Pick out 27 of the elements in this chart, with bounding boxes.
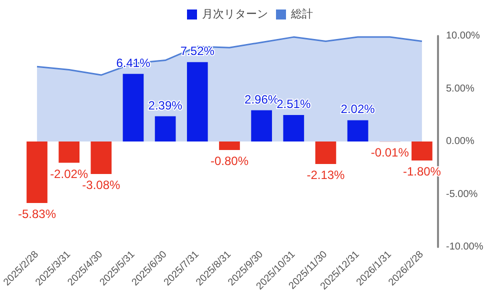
bar <box>154 116 176 142</box>
legend-label: 月次リターン <box>202 8 268 20</box>
y-tick-label: 5.00% <box>446 83 474 94</box>
data-label: -5.83% <box>18 207 56 222</box>
data-label: -0.01% <box>370 146 410 160</box>
data-label: 2.39% <box>148 98 183 112</box>
y-tick-label: 10.00% <box>446 30 480 42</box>
bar <box>251 110 272 142</box>
y-tick-label: -10.00% <box>446 242 484 252</box>
bar <box>122 74 144 142</box>
data-label: 2.02% <box>340 102 376 116</box>
data-label: -2.13% <box>306 168 346 182</box>
bar <box>347 120 368 142</box>
data-label: -1.80% <box>402 164 442 178</box>
y-tick-label: 0.00% <box>446 136 474 147</box>
data-label: -0.80% <box>210 154 249 168</box>
bar <box>90 142 112 174</box>
bar <box>58 142 80 163</box>
bar <box>283 115 304 142</box>
bar <box>186 62 208 142</box>
bar <box>26 142 48 204</box>
data-label: 2.51% <box>276 97 311 112</box>
legend-label: 総計 <box>290 8 313 20</box>
y-tick-label: -5.00% <box>446 188 478 200</box>
bar <box>219 142 240 150</box>
bar <box>315 142 336 164</box>
bar <box>412 142 432 160</box>
